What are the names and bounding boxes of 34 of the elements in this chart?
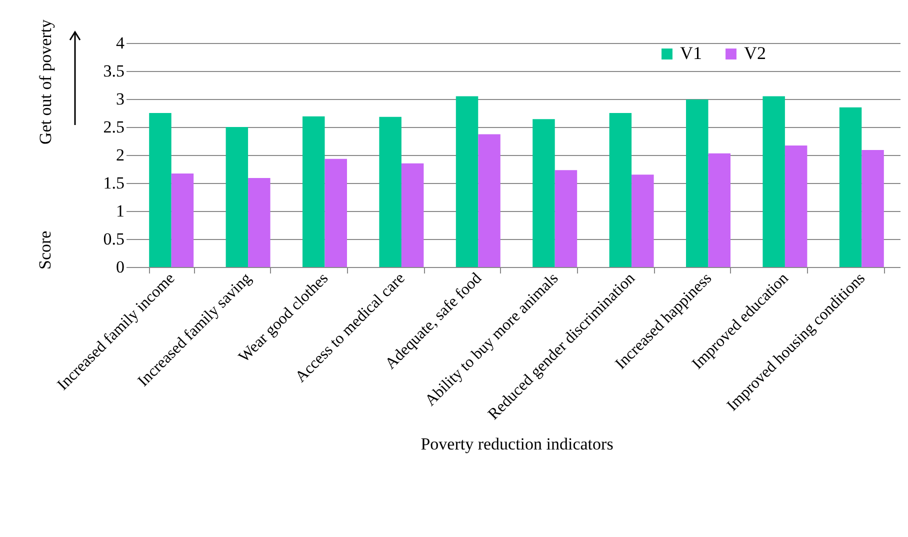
- bar: [226, 127, 248, 267]
- y-tick-label: 2.5: [103, 118, 124, 136]
- bar: [632, 174, 654, 267]
- y-tick-label: 3: [116, 90, 124, 108]
- y-tick-label: 2: [116, 146, 124, 164]
- bar: [324, 158, 347, 267]
- text: Get out of poverty: [36, 18, 55, 145]
- y-tick-label: 0.5: [103, 230, 124, 248]
- bar: [302, 116, 325, 267]
- legend-label: V1: [680, 43, 702, 63]
- y-tick-label: 3.5: [103, 62, 124, 80]
- bar: [149, 113, 172, 267]
- bar: [686, 100, 708, 267]
- bar: [456, 96, 478, 267]
- bar: [784, 145, 808, 267]
- bar: [708, 153, 730, 267]
- bar: [171, 173, 194, 267]
- bar: [478, 134, 500, 267]
- bar: [379, 116, 402, 267]
- bar: [248, 178, 270, 267]
- bar: [839, 107, 862, 267]
- bar: [762, 96, 785, 267]
- bar: [532, 119, 555, 267]
- x-axis-title: Poverty reduction indicators: [420, 434, 614, 454]
- bar: [554, 170, 578, 267]
- y-tick-label: 0: [116, 258, 124, 276]
- legend-label: V2: [744, 43, 766, 63]
- y-tick-label: 4: [116, 34, 125, 52]
- y-tick-label: 1: [116, 202, 124, 220]
- y-axis-title: Score: [36, 230, 54, 270]
- bar: [609, 113, 632, 267]
- y-tick-label: 1.5: [103, 174, 124, 192]
- bar: [862, 150, 884, 267]
- bar: [401, 163, 424, 267]
